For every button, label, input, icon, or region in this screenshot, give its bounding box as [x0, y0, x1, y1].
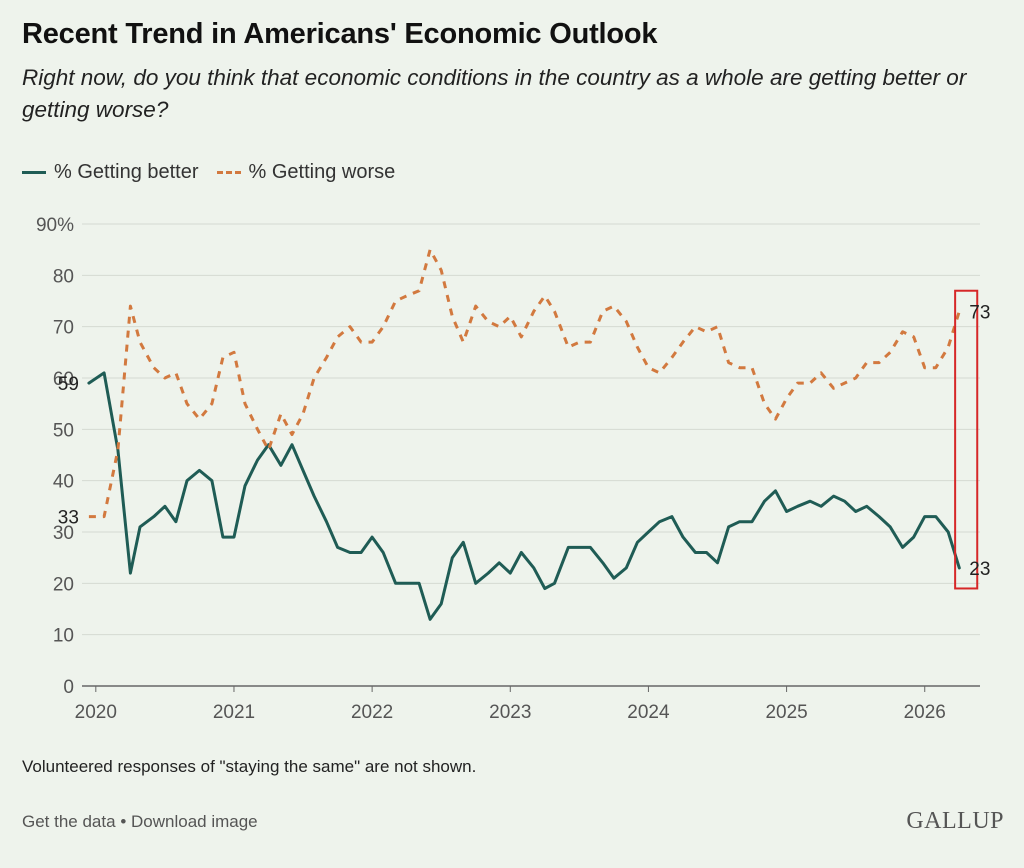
x-tick-label: 2024 — [627, 702, 670, 723]
data-label: 59 — [58, 374, 79, 395]
download-image-link[interactable]: Download image — [131, 812, 258, 831]
legend-swatch-better — [22, 170, 46, 174]
legend-item-better: % Getting better — [22, 161, 199, 184]
y-tick-label: 50 — [53, 420, 74, 441]
y-tick-label: 80 — [53, 266, 74, 287]
data-annotations: 59 33 73 23 — [58, 302, 991, 580]
x-tick-label: 2023 — [489, 702, 531, 723]
footer-links: Get the data • Download image — [22, 812, 258, 832]
y-tick-label: 70 — [53, 318, 74, 339]
series-lines — [87, 248, 979, 621]
chart-title: Recent Trend in Americans' Economic Outl… — [22, 18, 658, 50]
y-axis: 0 10 20 30 40 50 60 70 80 90% — [36, 215, 74, 698]
y-tick-label: 60 — [53, 369, 74, 390]
get-data-link[interactable]: Get the data — [22, 812, 116, 831]
gridlines — [82, 223, 980, 687]
y-tick-label: 40 — [53, 472, 74, 493]
y-tick-label: 90% — [36, 215, 74, 236]
chart-subtitle: Right now, do you think that economic co… — [22, 65, 967, 122]
y-tick-label: 0 — [63, 677, 74, 698]
chart-legend: % Getting better % Getting worse — [22, 158, 413, 186]
y-tick-label: 30 — [53, 523, 74, 544]
x-tick-label: 2021 — [213, 702, 255, 723]
latest-highlight-box — [954, 289, 979, 590]
x-tick-label: 2025 — [765, 702, 807, 723]
x-axis: 2020 2021 2022 2023 2024 2025 2026 — [75, 686, 946, 723]
legend-label-worse: % Getting worse — [248, 160, 396, 183]
x-tick-label: 2022 — [351, 702, 393, 723]
x-tick-label: 2026 — [904, 702, 946, 723]
data-label: 33 — [58, 508, 79, 529]
x-tick-label: 2020 — [75, 702, 117, 723]
series-line-worse — [88, 248, 961, 519]
legend-item-worse: % Getting worse — [216, 160, 396, 184]
legend-swatch-worse — [216, 170, 241, 174]
legend-label-better: % Getting better — [54, 160, 199, 183]
chart-note: Volunteered responses of "staying the sa… — [22, 757, 477, 776]
footer-separator: • — [120, 812, 127, 831]
y-tick-label: 20 — [53, 574, 74, 595]
data-label: 23 — [969, 559, 990, 580]
gallup-logo: GALLUP — [906, 808, 1004, 834]
y-tick-label: 10 — [53, 626, 74, 647]
data-label: 73 — [969, 302, 990, 323]
series-line-better — [87, 371, 961, 621]
